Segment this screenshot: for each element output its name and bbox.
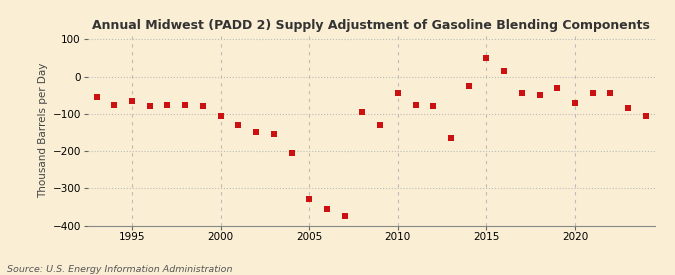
Point — [481, 56, 492, 60]
Point — [109, 102, 119, 107]
Point — [392, 91, 403, 96]
Point — [215, 114, 226, 118]
Point — [286, 151, 297, 155]
Point — [605, 91, 616, 96]
Point — [375, 123, 385, 127]
Point — [446, 136, 456, 140]
Point — [641, 114, 651, 118]
Point — [552, 86, 563, 90]
Point — [304, 197, 315, 202]
Point — [516, 91, 527, 96]
Point — [250, 130, 261, 135]
Point — [570, 101, 580, 105]
Point — [623, 106, 634, 111]
Point — [321, 207, 332, 211]
Title: Annual Midwest (PADD 2) Supply Adjustment of Gasoline Blending Components: Annual Midwest (PADD 2) Supply Adjustmen… — [92, 19, 650, 32]
Point — [269, 132, 279, 137]
Point — [198, 104, 209, 109]
Point — [180, 102, 190, 107]
Point — [162, 102, 173, 107]
Point — [233, 123, 244, 127]
Point — [144, 104, 155, 109]
Point — [499, 69, 510, 73]
Point — [410, 102, 421, 107]
Point — [127, 99, 138, 103]
Y-axis label: Thousand Barrels per Day: Thousand Barrels per Day — [38, 63, 49, 198]
Point — [587, 91, 598, 96]
Text: Source: U.S. Energy Information Administration: Source: U.S. Energy Information Administ… — [7, 265, 232, 274]
Point — [534, 93, 545, 97]
Point — [463, 84, 474, 88]
Point — [340, 214, 350, 218]
Point — [357, 110, 368, 114]
Point — [91, 95, 102, 99]
Point — [428, 104, 439, 109]
